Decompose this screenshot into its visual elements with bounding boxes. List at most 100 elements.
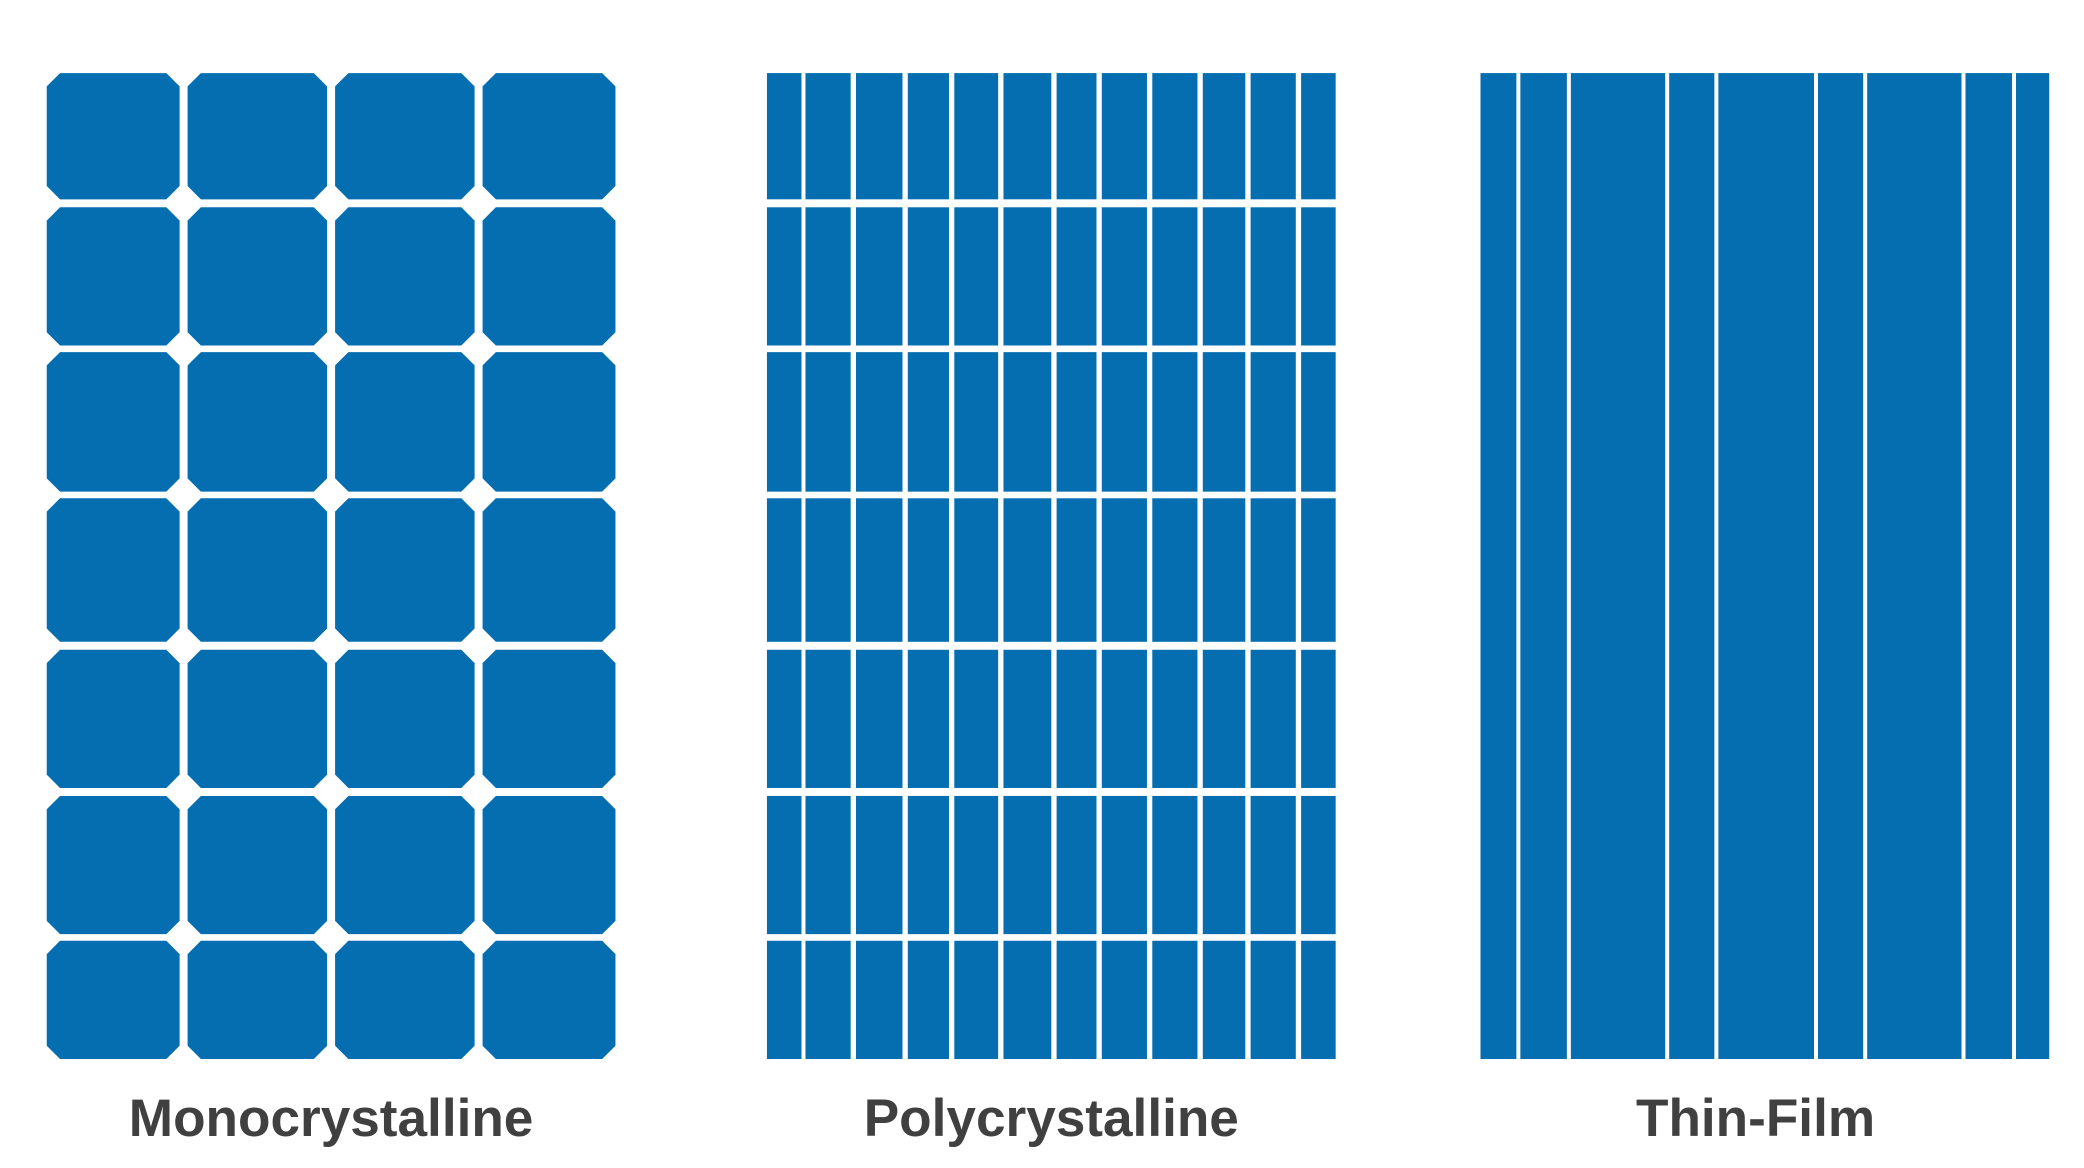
cell: [766, 73, 802, 200]
cell: [1101, 498, 1147, 642]
cell: [335, 498, 475, 642]
cell: [1250, 649, 1296, 788]
cell: [335, 940, 475, 1060]
cell: [954, 498, 999, 642]
cell: [766, 649, 802, 788]
separator: [1863, 73, 1868, 1060]
cell: [766, 207, 802, 346]
cell: [1003, 498, 1052, 642]
film: [1480, 73, 2050, 1060]
separator: [1961, 73, 1966, 1060]
panel-label: Polycrystalline: [864, 1089, 1239, 1148]
cell: [187, 649, 328, 788]
cell: [1101, 795, 1147, 935]
cell: [46, 73, 180, 200]
cell: [1202, 498, 1246, 642]
cell: [46, 649, 180, 788]
polycrystalline-panel: [766, 73, 1336, 1060]
cell: [1152, 940, 1198, 1060]
cell: [1101, 73, 1147, 200]
cell: [1056, 73, 1097, 200]
cell: [855, 649, 903, 788]
cell: [1003, 940, 1052, 1060]
cell: [1301, 649, 1336, 788]
cell: [1301, 352, 1336, 492]
cell: [1250, 498, 1296, 642]
cell: [1301, 940, 1336, 1060]
cell: [1301, 795, 1336, 935]
cell: [1152, 795, 1198, 935]
cell: [1202, 940, 1246, 1060]
cell: [805, 498, 851, 642]
cell: [46, 795, 180, 935]
cell: [954, 73, 999, 200]
cell: [954, 795, 999, 935]
cell: [805, 207, 851, 346]
cell: [805, 73, 851, 200]
separator: [1516, 73, 1521, 1060]
cell: [1202, 73, 1246, 200]
cell: [335, 649, 475, 788]
cell: [1152, 352, 1198, 492]
cell: [907, 649, 949, 788]
cell: [1056, 352, 1097, 492]
cell: [805, 649, 851, 788]
cell: [482, 207, 616, 346]
cell: [187, 73, 328, 200]
cell: [855, 795, 903, 935]
cell: [1056, 649, 1097, 788]
cell: [335, 795, 475, 935]
separator: [1714, 73, 1719, 1060]
cell: [46, 352, 180, 492]
cell: [954, 649, 999, 788]
cell: [907, 940, 949, 1060]
cell: [1202, 795, 1246, 935]
cell: [482, 73, 616, 200]
cell: [1101, 352, 1147, 492]
cell: [907, 207, 949, 346]
cell: [855, 207, 903, 346]
cell: [1101, 649, 1147, 788]
cell: [1101, 207, 1147, 346]
cell: [482, 795, 616, 935]
cell: [855, 73, 903, 200]
cell: [907, 498, 949, 642]
cell: [766, 498, 802, 642]
cell: [954, 940, 999, 1060]
cell: [1152, 649, 1198, 788]
panel-label: Thin-Film: [1636, 1089, 1875, 1148]
cell: [482, 352, 616, 492]
separator: [1566, 73, 1571, 1060]
cell: [46, 207, 180, 346]
cell: [1003, 207, 1052, 346]
cell: [1202, 207, 1246, 346]
cell: [187, 498, 328, 642]
cell: [855, 940, 903, 1060]
cell: [1202, 649, 1246, 788]
cell: [1003, 795, 1052, 935]
cell: [855, 352, 903, 492]
cell: [1152, 73, 1198, 200]
cell: [1301, 207, 1336, 346]
cell: [1056, 940, 1097, 1060]
cell: [907, 352, 949, 492]
cell: [1250, 73, 1296, 200]
cell: [1202, 352, 1246, 492]
cell: [335, 207, 475, 346]
cell: [1003, 352, 1052, 492]
panel-label: Monocrystalline: [129, 1089, 534, 1148]
cell: [482, 498, 616, 642]
cell: [907, 73, 949, 200]
cell: [1056, 498, 1097, 642]
cell: [482, 649, 616, 788]
cell: [1250, 352, 1296, 492]
cell: [1250, 207, 1296, 346]
cell: [954, 207, 999, 346]
cell: [46, 498, 180, 642]
cell: [1056, 795, 1097, 935]
thin-film-panel: [1480, 73, 2050, 1060]
cell: [335, 352, 475, 492]
cell: [805, 352, 851, 492]
